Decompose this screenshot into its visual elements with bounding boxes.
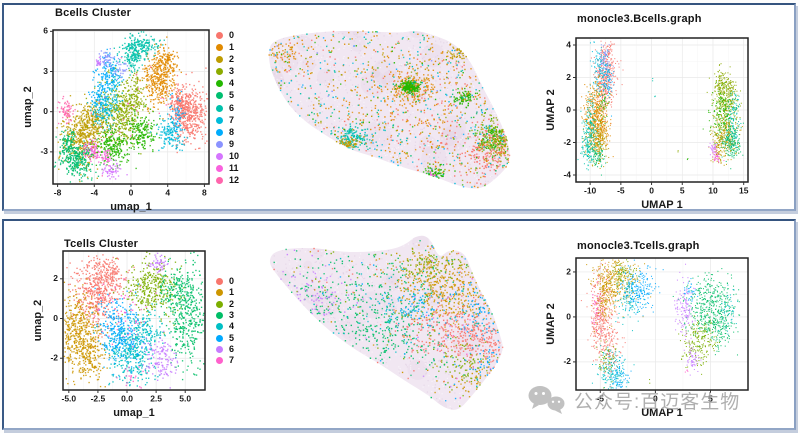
- legend-label: 7: [229, 114, 235, 125]
- legend-label: 6: [229, 102, 235, 113]
- legend-label: 4: [229, 78, 235, 89]
- legend-label: 8: [229, 126, 235, 137]
- legend-item-10: 10: [216, 151, 239, 163]
- legend-dot: [216, 104, 223, 112]
- legend-dot: [216, 289, 223, 297]
- legend-label: 9: [229, 138, 235, 149]
- legend-item-8: 8: [216, 126, 239, 138]
- legend-label: 11: [229, 163, 239, 174]
- legend-dot: [216, 177, 223, 185]
- tcells-monocle-title: monocle3.Tcells.graph: [577, 240, 700, 252]
- legend-label: 12: [229, 175, 240, 186]
- legend-dot: [216, 312, 223, 320]
- legend-dot: [216, 300, 223, 308]
- legend-label: 3: [229, 66, 235, 77]
- legend-item-4: 4: [216, 78, 239, 90]
- legend-item-6: 6: [216, 344, 234, 355]
- legend-dot: [216, 165, 223, 173]
- tcells-cluster-title: Tcells Cluster: [64, 238, 139, 250]
- legend-dot: [216, 357, 223, 365]
- legend-dot: [216, 43, 223, 51]
- legend-item-3: 3: [216, 65, 239, 77]
- legend-label: 1: [229, 41, 235, 52]
- legend-label: 1: [229, 287, 235, 298]
- legend-item-7: 7: [216, 355, 234, 366]
- legend-item-2: 2: [216, 299, 234, 310]
- legend-item-5: 5: [216, 332, 234, 343]
- tcells-spatial-tissue-plot: [255, 230, 543, 422]
- tcells-monocle-scatter-plot: [542, 251, 756, 419]
- legend-dot: [216, 116, 223, 124]
- legend-item-2: 2: [216, 53, 239, 65]
- legend-dot: [216, 31, 223, 39]
- legend-item-1: 1: [216, 287, 234, 298]
- legend-label: 0: [229, 29, 235, 40]
- legend-label: 2: [229, 298, 235, 309]
- legend-item-6: 6: [216, 102, 239, 114]
- legend-label: 4: [229, 321, 235, 332]
- legend-label: 2: [229, 53, 235, 64]
- legend-item-5: 5: [216, 90, 239, 102]
- legend-dot: [216, 80, 223, 88]
- legend-dot: [216, 153, 223, 161]
- legend-label: 10: [229, 151, 240, 162]
- bcells-cluster-scatter-plot: [19, 23, 217, 213]
- bcells-monocle-scatter-plot: [542, 31, 756, 211]
- legend-item-9: 9: [216, 138, 239, 150]
- bcells-spatial-tissue-plot: [262, 18, 518, 204]
- legend-item-7: 7: [216, 114, 239, 126]
- legend-dot: [216, 55, 223, 63]
- legend-label: 0: [229, 276, 235, 287]
- legend-dot: [216, 140, 223, 148]
- bcells-cluster-title: Bcells Cluster: [55, 7, 132, 19]
- legend-item-3: 3: [216, 310, 234, 321]
- tcells-cluster-scatter-plot: [29, 244, 213, 419]
- legend-dot: [216, 278, 223, 286]
- legend-item-11: 11: [216, 163, 239, 175]
- legend-item-0: 0: [216, 276, 234, 287]
- legend-dot: [216, 323, 223, 331]
- legend-label: 7: [229, 355, 235, 366]
- legend-dot: [216, 334, 223, 342]
- legend-dot: [216, 92, 223, 100]
- bcells-monocle-title: monocle3.Bcells.graph: [577, 13, 702, 25]
- legend-item-1: 1: [216, 41, 239, 53]
- legend-dot: [216, 128, 223, 136]
- legend-label: 5: [229, 332, 235, 343]
- legend-item-12: 12: [216, 175, 239, 187]
- legend-label: 3: [229, 310, 235, 321]
- legend-item-4: 4: [216, 321, 234, 332]
- legend-item-0: 0: [216, 29, 239, 41]
- legend-dot: [216, 68, 223, 76]
- legend-dot: [216, 345, 223, 353]
- legend-label: 6: [229, 343, 235, 354]
- bcells-cluster-legend: 0 1 2 3 4 5 6 7 8 9 10 11 12: [216, 29, 239, 187]
- legend-label: 5: [229, 90, 235, 101]
